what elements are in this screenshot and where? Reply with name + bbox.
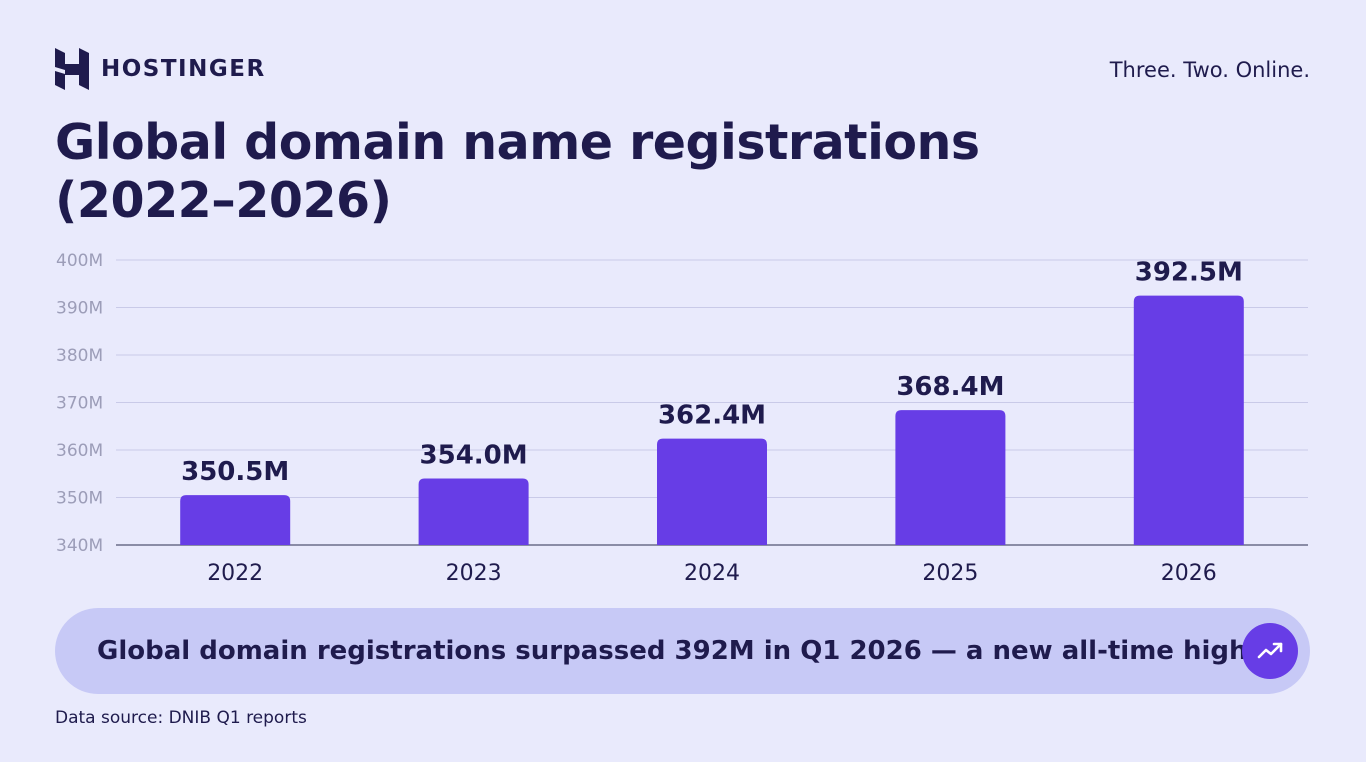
chart-title-line-2: (2022–2026) bbox=[55, 172, 392, 229]
y-tick-label: 360M bbox=[56, 441, 103, 461]
data-labels: 350.5M 354.0M 362.4M 368.4M 392.5M bbox=[181, 258, 1243, 488]
chart-title: Global domain name registrations (2022–2… bbox=[55, 114, 980, 230]
x-tick-label-2026: 2026 bbox=[1161, 561, 1217, 586]
bar-2022 bbox=[180, 495, 291, 545]
brand-tagline: Three. Two. Online. bbox=[1109, 58, 1310, 82]
bars bbox=[180, 295, 1244, 545]
y-tick-label: 350M bbox=[56, 489, 103, 509]
y-tick-label: 380M bbox=[56, 346, 103, 366]
y-tick-label: 400M bbox=[56, 251, 103, 271]
gridlines bbox=[116, 259, 1308, 546]
chart-title-line-1: Global domain name registrations bbox=[55, 114, 980, 171]
y-tick-label: 340M bbox=[56, 536, 103, 556]
data-label-2025: 368.4M bbox=[896, 372, 1004, 402]
bar-2026 bbox=[1133, 295, 1244, 545]
callout-banner: Global domain registrations surpassed 39… bbox=[55, 608, 1310, 694]
data-label-2024: 362.4M bbox=[658, 401, 766, 431]
data-label-2022: 350.5M bbox=[181, 457, 289, 487]
brand-logo: HOSTINGER bbox=[55, 48, 266, 90]
hostinger-logo-icon bbox=[55, 48, 89, 90]
bar-2025 bbox=[895, 410, 1006, 545]
data-label-2023: 354.0M bbox=[420, 441, 528, 471]
y-axis-ticks: 340M 350M 360M 370M 380M 390M 400M bbox=[56, 251, 103, 556]
x-tick-label-2024: 2024 bbox=[684, 561, 740, 586]
x-tick-label-2025: 2025 bbox=[922, 561, 978, 586]
y-tick-label: 370M bbox=[56, 394, 103, 414]
trending-up-icon bbox=[1242, 623, 1298, 679]
x-tick-label-2022: 2022 bbox=[207, 561, 263, 586]
y-tick-label: 390M bbox=[56, 299, 103, 319]
data-label-2026: 392.5M bbox=[1135, 258, 1243, 288]
brand-name: HOSTINGER bbox=[101, 56, 266, 82]
callout-text: Global domain registrations surpassed 39… bbox=[97, 636, 1248, 666]
bar-chart: 340M 350M 360M 370M 380M 390M 400M 350.5M 354.0… bbox=[0, 240, 1366, 600]
bar-chart-svg: 340M 350M 360M 370M 380M 390M 400M 350.5M 354.0… bbox=[56, 251, 1308, 586]
x-tick-label-2023: 2023 bbox=[446, 561, 502, 586]
data-source: Data source: DNIB Q1 reports bbox=[55, 708, 307, 728]
bar-2024 bbox=[657, 438, 767, 545]
x-axis-ticks: 2022 2023 2024 2025 2026 bbox=[207, 561, 1217, 586]
bar-2023 bbox=[418, 478, 529, 545]
